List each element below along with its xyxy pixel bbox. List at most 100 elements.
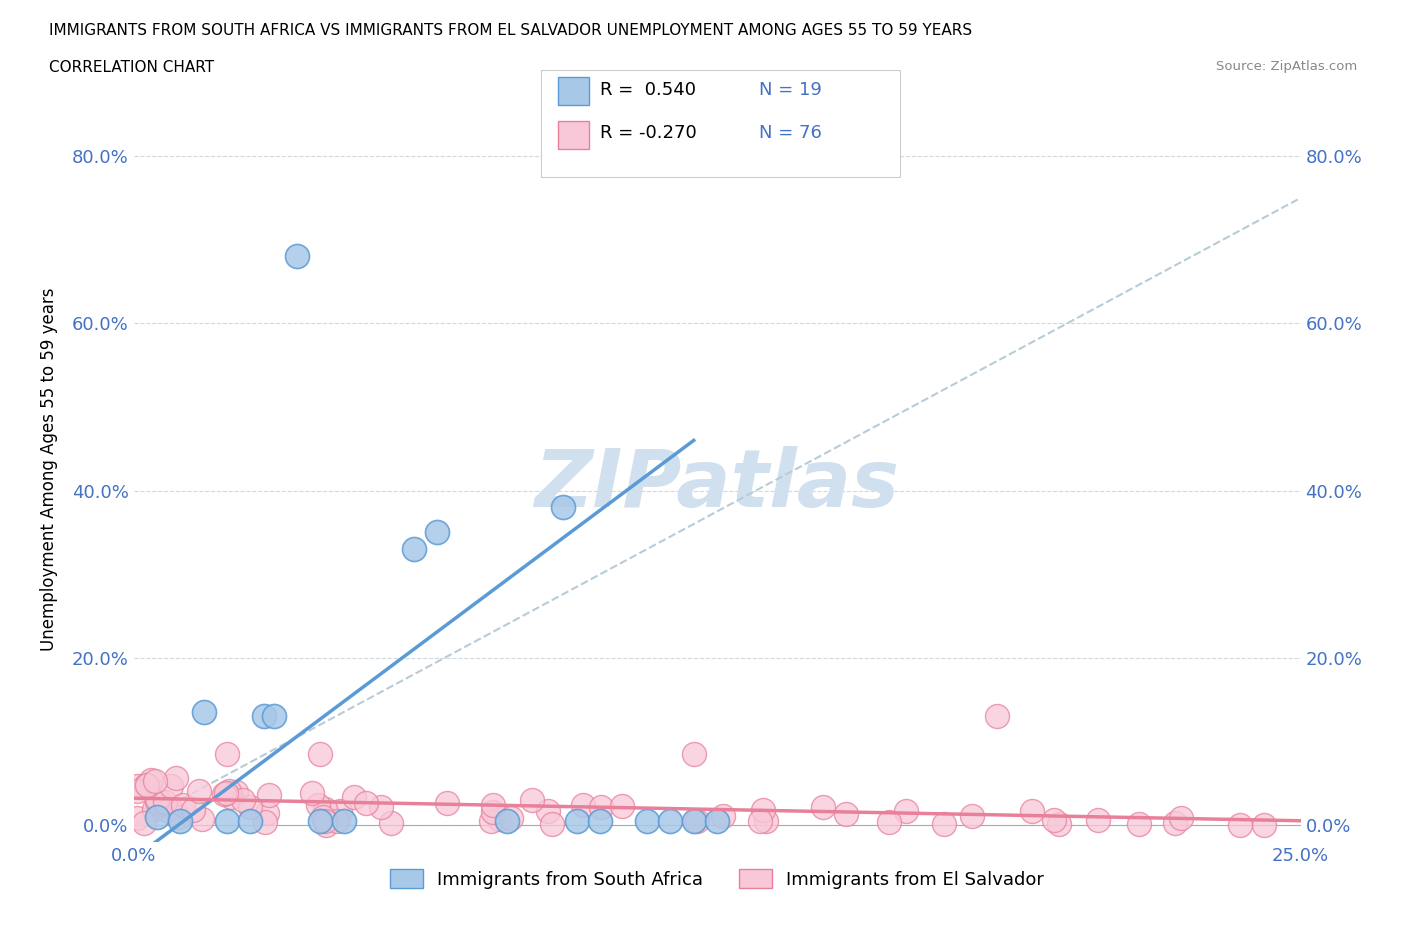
Point bbox=[813, 800, 835, 815]
Point bbox=[1021, 804, 1043, 818]
Text: N = 76: N = 76 bbox=[759, 124, 823, 142]
Point bbox=[172, 798, 194, 813]
Point bbox=[1170, 811, 1192, 826]
Point bbox=[285, 249, 308, 264]
Point bbox=[686, 814, 709, 829]
Point bbox=[682, 814, 704, 829]
Point bbox=[181, 803, 204, 817]
Point bbox=[312, 810, 335, 825]
Point bbox=[215, 747, 238, 762]
Point bbox=[748, 814, 770, 829]
Y-axis label: Unemployment Among Ages 55 to 59 years: Unemployment Among Ages 55 to 59 years bbox=[39, 288, 58, 651]
Point bbox=[755, 814, 778, 829]
Point bbox=[501, 811, 523, 826]
Point bbox=[165, 770, 187, 785]
Point bbox=[221, 790, 243, 804]
Point bbox=[565, 814, 588, 829]
Point bbox=[127, 811, 149, 826]
Point bbox=[148, 797, 170, 812]
Point bbox=[482, 798, 505, 813]
Point bbox=[332, 814, 354, 829]
Point bbox=[326, 813, 349, 828]
Point bbox=[706, 814, 728, 829]
Point bbox=[307, 797, 329, 812]
Text: CORRELATION CHART: CORRELATION CHART bbox=[49, 60, 214, 75]
Text: R =  0.540: R = 0.540 bbox=[600, 81, 696, 100]
Point bbox=[257, 788, 280, 803]
Point bbox=[215, 786, 238, 801]
Point bbox=[877, 815, 900, 830]
Point bbox=[143, 774, 166, 789]
Point bbox=[141, 773, 163, 788]
Point bbox=[225, 784, 247, 799]
Point bbox=[167, 809, 190, 824]
Point bbox=[488, 812, 510, 827]
Point bbox=[496, 814, 519, 829]
Point bbox=[1164, 816, 1187, 830]
Point bbox=[159, 800, 181, 815]
Point bbox=[314, 813, 336, 828]
Point bbox=[256, 806, 278, 821]
Point bbox=[254, 815, 277, 830]
Text: R = -0.270: R = -0.270 bbox=[600, 124, 697, 142]
Point bbox=[136, 777, 159, 792]
Point bbox=[636, 814, 658, 829]
Text: Source: ZipAtlas.com: Source: ZipAtlas.com bbox=[1216, 60, 1357, 73]
Point bbox=[239, 814, 262, 829]
Point bbox=[188, 783, 211, 798]
Point bbox=[193, 705, 215, 720]
Point bbox=[135, 777, 157, 792]
Point bbox=[402, 541, 425, 556]
Point bbox=[551, 499, 574, 514]
Point bbox=[146, 791, 169, 806]
Point bbox=[309, 814, 332, 829]
Point bbox=[572, 798, 595, 813]
Point bbox=[314, 802, 336, 817]
Legend: Immigrants from South Africa, Immigrants from El Salvador: Immigrants from South Africa, Immigrants… bbox=[382, 862, 1052, 896]
Text: IMMIGRANTS FROM SOUTH AFRICA VS IMMIGRANTS FROM EL SALVADOR UNEMPLOYMENT AMONG A: IMMIGRANTS FROM SOUTH AFRICA VS IMMIGRAN… bbox=[49, 23, 973, 38]
Point bbox=[436, 796, 458, 811]
Point bbox=[659, 814, 682, 829]
Point bbox=[125, 778, 148, 793]
Point bbox=[1087, 813, 1109, 828]
Point bbox=[156, 803, 179, 817]
Point bbox=[380, 816, 402, 830]
Point bbox=[354, 795, 377, 810]
Point bbox=[589, 799, 612, 814]
Point bbox=[682, 747, 704, 762]
Point bbox=[301, 786, 323, 801]
Point bbox=[329, 804, 352, 818]
Point bbox=[253, 709, 276, 724]
Point bbox=[520, 793, 543, 808]
Point bbox=[143, 802, 166, 817]
Point bbox=[169, 814, 191, 829]
Point bbox=[1043, 813, 1066, 828]
Point bbox=[835, 806, 858, 821]
Point bbox=[481, 804, 503, 819]
Point bbox=[315, 817, 337, 832]
Point bbox=[146, 795, 169, 810]
Point bbox=[932, 817, 955, 831]
Point bbox=[986, 709, 1008, 724]
Point bbox=[190, 811, 212, 826]
Point bbox=[132, 816, 155, 830]
Point bbox=[711, 808, 734, 823]
Point bbox=[589, 814, 612, 829]
Point bbox=[215, 814, 238, 829]
Text: N = 19: N = 19 bbox=[759, 81, 823, 100]
Point bbox=[537, 804, 560, 818]
Point bbox=[212, 787, 235, 802]
Point bbox=[218, 783, 240, 798]
Point bbox=[1253, 817, 1275, 832]
Point bbox=[263, 709, 285, 724]
Point bbox=[426, 525, 449, 539]
Point bbox=[309, 747, 332, 762]
Point bbox=[960, 808, 983, 823]
Point bbox=[479, 813, 502, 828]
Point bbox=[160, 778, 183, 793]
Point bbox=[155, 794, 177, 809]
Point bbox=[610, 799, 633, 814]
Point bbox=[239, 800, 262, 815]
Point bbox=[752, 803, 775, 817]
Text: ZIPatlas: ZIPatlas bbox=[534, 445, 900, 524]
